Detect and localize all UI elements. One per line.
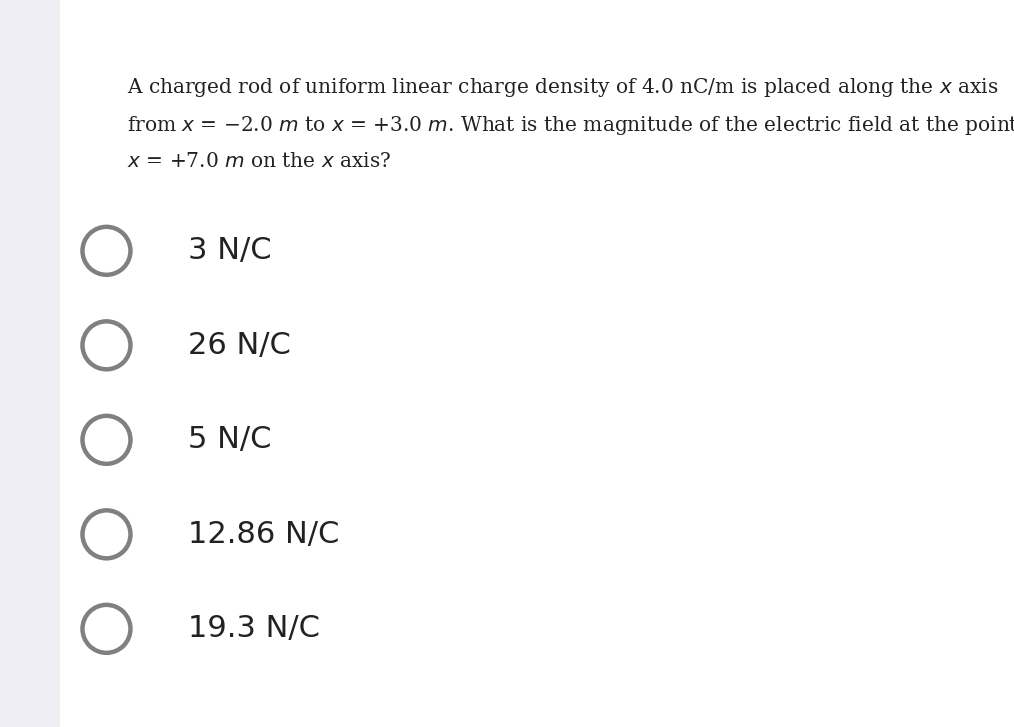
Text: from $x$ = −2.0 $m$ to $x$ = +3.0 $m$. What is the magnitude of the electric fie: from $x$ = −2.0 $m$ to $x$ = +3.0 $m$. W… xyxy=(127,114,1014,137)
Text: $x$ = +7.0 $m$ on the $x$ axis?: $x$ = +7.0 $m$ on the $x$ axis? xyxy=(127,152,391,171)
Text: 5 N/C: 5 N/C xyxy=(188,425,271,454)
Text: 3 N/C: 3 N/C xyxy=(188,236,271,265)
Text: A charged rod of uniform linear charge density of 4.0 nC/m is placed along the $: A charged rod of uniform linear charge d… xyxy=(127,76,999,100)
Bar xyxy=(0,0,60,727)
Text: 26 N/C: 26 N/C xyxy=(188,331,290,360)
Text: 12.86 N/C: 12.86 N/C xyxy=(188,520,339,549)
Text: 19.3 N/C: 19.3 N/C xyxy=(188,614,319,643)
